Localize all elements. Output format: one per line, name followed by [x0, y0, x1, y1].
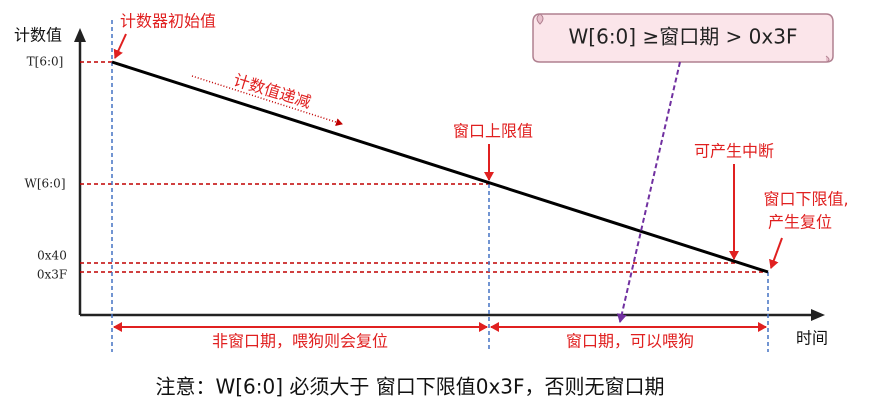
level-label: 0x40 [37, 249, 67, 263]
span-label: 窗口期，可以喂狗 [566, 332, 694, 351]
arrow [616, 61, 681, 323]
annotation: 产生复位 [768, 213, 832, 232]
note: 注意：W[6:0] 必须大于 窗口下限值0x3F，否则无窗口期 [155, 375, 664, 399]
level-lines [80, 61, 768, 273]
span-label: 非窗口期，喂狗则会复位 [212, 332, 388, 351]
counter-line [111, 60, 769, 274]
time-lines [111, 20, 769, 352]
y-arrow [74, 28, 86, 42]
annotation: 窗口上限值 [453, 122, 533, 141]
annotation: 可产生中断 [694, 142, 774, 161]
annotation: 计数器初始值 [120, 12, 216, 31]
x-axis-label: 时间 [796, 329, 828, 348]
axes [78, 38, 815, 317]
callout-box [532, 13, 834, 63]
callout-text: W[6:0] ≥窗口期 > 0x3F [569, 25, 798, 49]
annotation: 窗口下限值, [763, 190, 848, 209]
level-label: T[6:0] [27, 55, 64, 69]
x-arrow [811, 309, 825, 321]
arrow [769, 237, 783, 269]
level-label: 0x3F [37, 268, 67, 282]
level-label: W[6:0] [24, 177, 65, 191]
arrow [191, 75, 343, 126]
arrow [113, 33, 127, 59]
y-axis-label: 计数值 [14, 26, 62, 45]
